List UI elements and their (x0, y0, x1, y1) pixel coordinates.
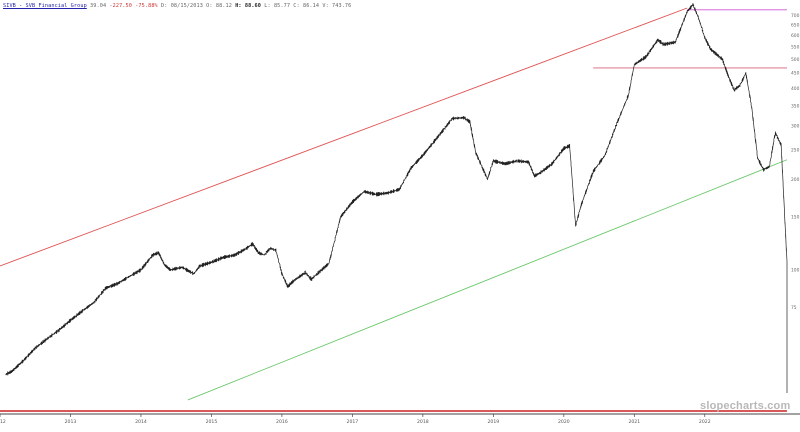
x-tick-label: 2016 (276, 419, 288, 425)
y-tick-label: 650 (791, 23, 800, 29)
x-tick-label: 2014 (135, 419, 147, 425)
y-tick-label: 200 (791, 177, 800, 183)
y-tick-label: 600 (791, 33, 800, 39)
high-value: 88.60 (245, 3, 261, 9)
close-label: C: (293, 3, 299, 9)
x-axis: 2012 2013 2014 2015 2016 2017 2018 2019 2020 2021… (0, 414, 800, 425)
watermark-logo: slopecharts.com (700, 400, 790, 412)
x-tick-label: 2012 (0, 419, 6, 425)
x-tick-label: 2017 (347, 419, 359, 425)
y-tick-label: 250 (791, 148, 800, 154)
y-tick-label: 500 (791, 57, 800, 63)
y-tick-label: 550 (791, 44, 800, 50)
date-value: 08/15/2013 (171, 3, 203, 9)
open-value: 88.12 (216, 3, 232, 9)
price-series (6, 3, 787, 393)
low-value: 85.77 (274, 3, 290, 9)
price-change: -227.50 (109, 3, 132, 9)
x-tick-label: 2022 (699, 419, 711, 425)
channel-upper-line (0, 8, 687, 266)
volume-value: 743.76 (332, 3, 351, 9)
x-tick-label: 2018 (417, 419, 429, 425)
symbol-link[interactable]: SIVB - SVB Financial Group (3, 3, 87, 9)
y-tick-label: 400 (791, 86, 800, 92)
high-label: H: (235, 3, 241, 9)
date-label: D: (161, 3, 167, 9)
quote-header: SIVB - SVB Financial Group 39.04 -227.50… (3, 3, 351, 9)
y-tick-label: 75 (791, 305, 797, 311)
x-tick-label: 2021 (628, 419, 640, 425)
trendlines (0, 8, 787, 411)
y-tick-label: 700 (791, 13, 800, 19)
low-label: L: (264, 3, 270, 9)
y-tick-label: 300 (791, 124, 800, 130)
open-label: O: (206, 3, 212, 9)
price-change-pct: -75.88% (135, 3, 158, 9)
x-tick-label: 2015 (206, 419, 218, 425)
close-value: 86.14 (303, 3, 319, 9)
y-tick-label: 450 (791, 71, 800, 77)
last-price: 39.04 (90, 3, 106, 9)
volume-label: V: (322, 3, 328, 9)
x-tick-label: 2019 (487, 419, 499, 425)
channel-lower-line (188, 160, 787, 400)
y-axis: 700 650 600 550 500 450 400 350 300 250 200 150 100 7… (791, 13, 800, 311)
y-tick-label: 100 (791, 267, 800, 273)
y-tick-label: 350 (791, 104, 800, 110)
x-tick-label: 2020 (558, 419, 570, 425)
price-line (6, 3, 787, 393)
x-tick-label: 2013 (65, 419, 77, 425)
y-tick-label: 150 (791, 214, 800, 220)
